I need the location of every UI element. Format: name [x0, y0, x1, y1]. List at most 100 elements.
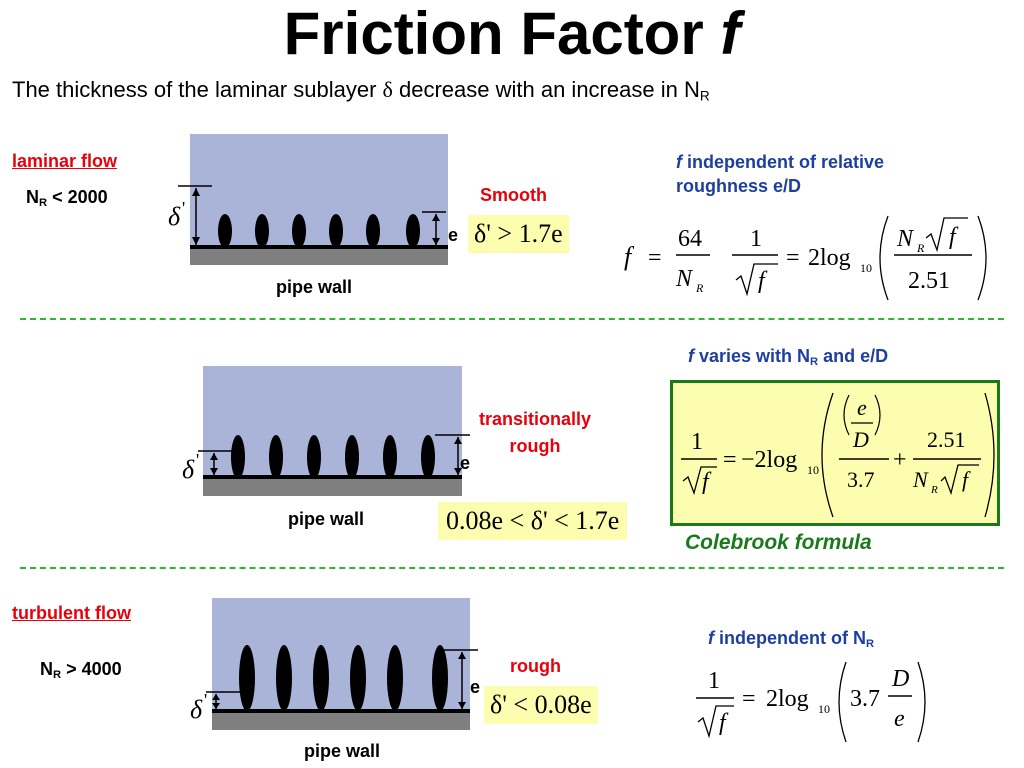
laminar-pipe-diagram: δ ': [168, 134, 448, 265]
laminar-heading: laminar flow: [12, 151, 118, 171]
turbulent-note-f: f: [708, 628, 714, 648]
subtitle-delta: δ: [382, 77, 393, 102]
transitional-delta-label: δ: [182, 455, 195, 484]
svg-text:R: R: [916, 241, 925, 255]
turbulent-e-label: e: [470, 677, 481, 697]
svg-text:10: 10: [860, 261, 872, 275]
svg-text:': ': [182, 198, 185, 218]
laminar-delta-dimension: δ ': [168, 185, 212, 245]
svg-text:=: =: [742, 686, 756, 712]
title-text: Friction Factor: [283, 0, 704, 67]
turbulent-inequality: δ' < 0.08e: [484, 686, 598, 724]
transitional-note: f varies with NR and e/D: [688, 344, 888, 374]
turbulent-nr-value: > 4000: [61, 659, 122, 679]
transitional-regime-line1: transitionally: [478, 409, 592, 429]
svg-text:e: e: [857, 395, 867, 420]
colebrook-equation: 1 f = −2log 10 e D 3.7 + 2.51 N R f: [681, 392, 995, 518]
svg-text:': ': [196, 450, 199, 470]
svg-text:D: D: [891, 666, 909, 692]
svg-text:2log: 2log: [766, 686, 809, 712]
svg-text:e: e: [894, 706, 905, 732]
turbulent-nr-prefix: N: [40, 659, 53, 679]
svg-text:': ': [204, 690, 207, 710]
turbulent-pipe-wall: [212, 713, 470, 730]
laminar-pipe-wall-label: pipe wall: [276, 277, 353, 297]
laminar-pipe-wall: [190, 249, 448, 265]
laminar-inequality: δ' > 1.7e: [468, 215, 569, 253]
transitional-inequality: 0.08e < δ' < 1.7e: [438, 502, 628, 540]
subtitle: The thickness of the laminar sublayer δ …: [12, 76, 710, 110]
transitional-regime: transitionally rough: [458, 406, 612, 460]
svg-text:2.51: 2.51: [908, 268, 950, 294]
transitional-note-sub: R: [810, 355, 819, 368]
laminar-nr-prefix: N: [26, 187, 39, 207]
turbulent-nr-condition: NR > 4000: [40, 658, 122, 686]
turbulent-regime: rough: [510, 656, 561, 676]
svg-text:f: f: [758, 268, 768, 294]
svg-text:10: 10: [818, 702, 830, 716]
laminar-nr-condition: NR < 2000: [26, 186, 108, 214]
subtitle-subscript: R: [699, 88, 710, 104]
laminar-roughness-elements: [218, 214, 420, 248]
svg-text:f: f: [949, 224, 959, 250]
transitional-note-text-2: and e/D: [818, 346, 889, 366]
laminar-note-f: f: [676, 152, 682, 172]
turbulent-note-text: independent of N: [714, 628, 866, 648]
colebrook-label: Colebrook formula: [685, 531, 872, 554]
svg-text:D: D: [852, 427, 869, 452]
turbulent-note: f independent of NR: [708, 626, 874, 656]
page-title: Friction Factor f: [0, 0, 1024, 68]
title-symbol: f: [720, 0, 741, 67]
subtitle-before: The thickness of the laminar sublayer: [12, 77, 383, 102]
svg-text:=: =: [723, 447, 737, 473]
svg-text:+: +: [893, 447, 907, 473]
svg-text:R: R: [695, 281, 704, 295]
svg-text:1: 1: [750, 226, 762, 252]
laminar-note-text: independent of relative roughness e/D: [676, 152, 885, 196]
transitional-fluid-region: [203, 366, 462, 480]
laminar-e-dimension: [422, 211, 446, 245]
turbulent-delta-label: δ: [190, 695, 203, 724]
svg-text:3.7: 3.7: [850, 686, 880, 712]
svg-text:3.7: 3.7: [847, 467, 875, 492]
transitional-pipe-wall-label: pipe wall: [288, 509, 365, 529]
transitional-regime-line2: rough: [509, 436, 561, 456]
laminar-note: f independent of relative roughness e/D: [676, 150, 966, 198]
laminar-nr-sub: R: [39, 196, 48, 209]
svg-text:64: 64: [678, 226, 702, 252]
transitional-note-text-1: varies with N: [694, 346, 811, 366]
laminar-e-label: e: [448, 225, 459, 245]
transitional-pipe-diagram: δ ': [182, 366, 470, 496]
transitional-note-f: f: [688, 346, 694, 366]
laminar-equations: f = 64 N R 1 f = 2log 10 N R f 2.51: [624, 215, 987, 301]
turbulent-nr-sub: R: [53, 668, 62, 681]
turbulent-note-sub: R: [866, 637, 875, 650]
laminar-nr-value: < 2000: [47, 187, 108, 207]
svg-text:f: f: [624, 242, 635, 271]
svg-text:f: f: [702, 469, 712, 495]
svg-text:N: N: [675, 266, 694, 292]
section-divider-1: [20, 318, 1004, 320]
section-divider-2: [20, 567, 1004, 569]
svg-text:f: f: [962, 467, 971, 492]
turbulent-pipe-diagram: δ ': [190, 598, 478, 730]
svg-text:1: 1: [691, 429, 703, 455]
svg-text:N: N: [896, 226, 915, 252]
turbulent-heading: turbulent flow: [12, 603, 131, 623]
colebrook-box: 1 f = −2log 10 e D 3.7 + 2.51 N R f: [670, 380, 1000, 526]
transitional-delta-dimension: δ ': [182, 450, 232, 484]
svg-text:f: f: [719, 710, 729, 736]
turbulent-e-dimension: [442, 649, 478, 709]
svg-text:2log: 2log: [808, 245, 851, 271]
transitional-e-label: e: [460, 453, 471, 473]
turbulent-fluid-region: [212, 598, 470, 714]
transitional-roughness-elements: [231, 435, 435, 479]
svg-text:=: =: [786, 245, 800, 271]
svg-text:1: 1: [708, 668, 720, 694]
svg-text:2.51: 2.51: [927, 427, 966, 452]
turbulent-delta-dimension: δ ': [190, 690, 240, 724]
turbulent-equation: 1 f = 2log 10 3.7 D e: [696, 661, 926, 743]
laminar-regime: Smooth: [480, 185, 547, 205]
transitional-pipe-wall: [203, 479, 462, 496]
svg-text:−2log: −2log: [741, 447, 797, 473]
